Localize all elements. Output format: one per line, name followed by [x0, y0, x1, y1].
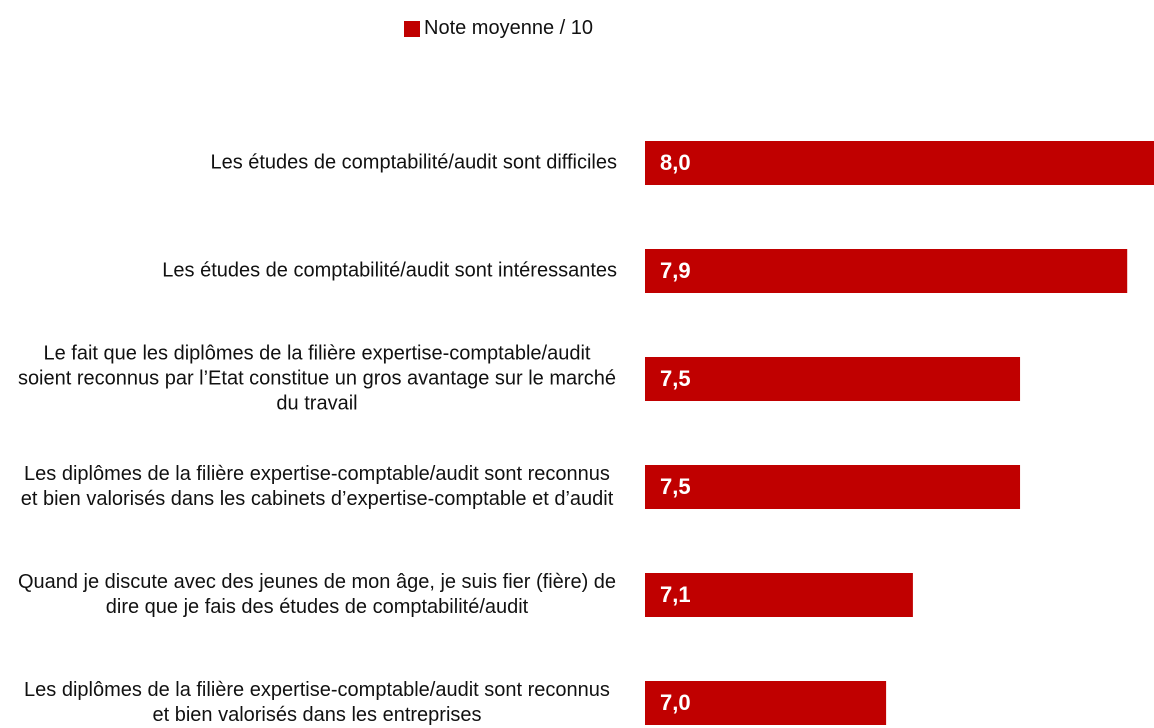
category-label-box: Le fait que les diplômes de la filière e… [0, 342, 617, 417]
category-label: Les diplômes de la filière expertise-com… [24, 679, 610, 726]
category-label: Les études de comptabilité/audit sont di… [210, 151, 617, 174]
value-label: 7,0 [660, 690, 691, 715]
bar [645, 573, 913, 617]
bar [645, 681, 887, 725]
category-label-box: Quand je discute avec des jeunes de mon … [0, 570, 617, 620]
category-label-box: Les études de comptabilité/audit sont in… [0, 259, 617, 284]
legend: Note moyenne / 10 [404, 17, 593, 40]
category-label-box: Les études de comptabilité/audit sont di… [0, 151, 617, 176]
bar [645, 141, 1154, 185]
category-label: Les diplômes de la filière expertise-com… [20, 463, 614, 510]
value-label: 8,0 [660, 150, 691, 175]
value-label: 7,5 [660, 474, 691, 499]
category-label: Le fait que les diplômes de la filière e… [17, 342, 617, 415]
legend-label: Note moyenne / 10 [424, 17, 593, 39]
category-label: Quand je discute avec des jeunes de mon … [17, 571, 617, 618]
bar [645, 465, 1021, 509]
legend-swatch [404, 20, 420, 37]
value-label: 7,9 [660, 258, 691, 283]
value-label: 7,1 [660, 582, 691, 607]
bar [645, 249, 1128, 293]
category-label-box: Les diplômes de la filière expertise-com… [0, 462, 617, 512]
category-label-box: Les diplômes de la filière expertise-com… [0, 678, 617, 728]
category-label: Les études de comptabilité/audit sont in… [162, 259, 617, 282]
value-label: 7,5 [660, 366, 691, 391]
bar [645, 357, 1021, 401]
